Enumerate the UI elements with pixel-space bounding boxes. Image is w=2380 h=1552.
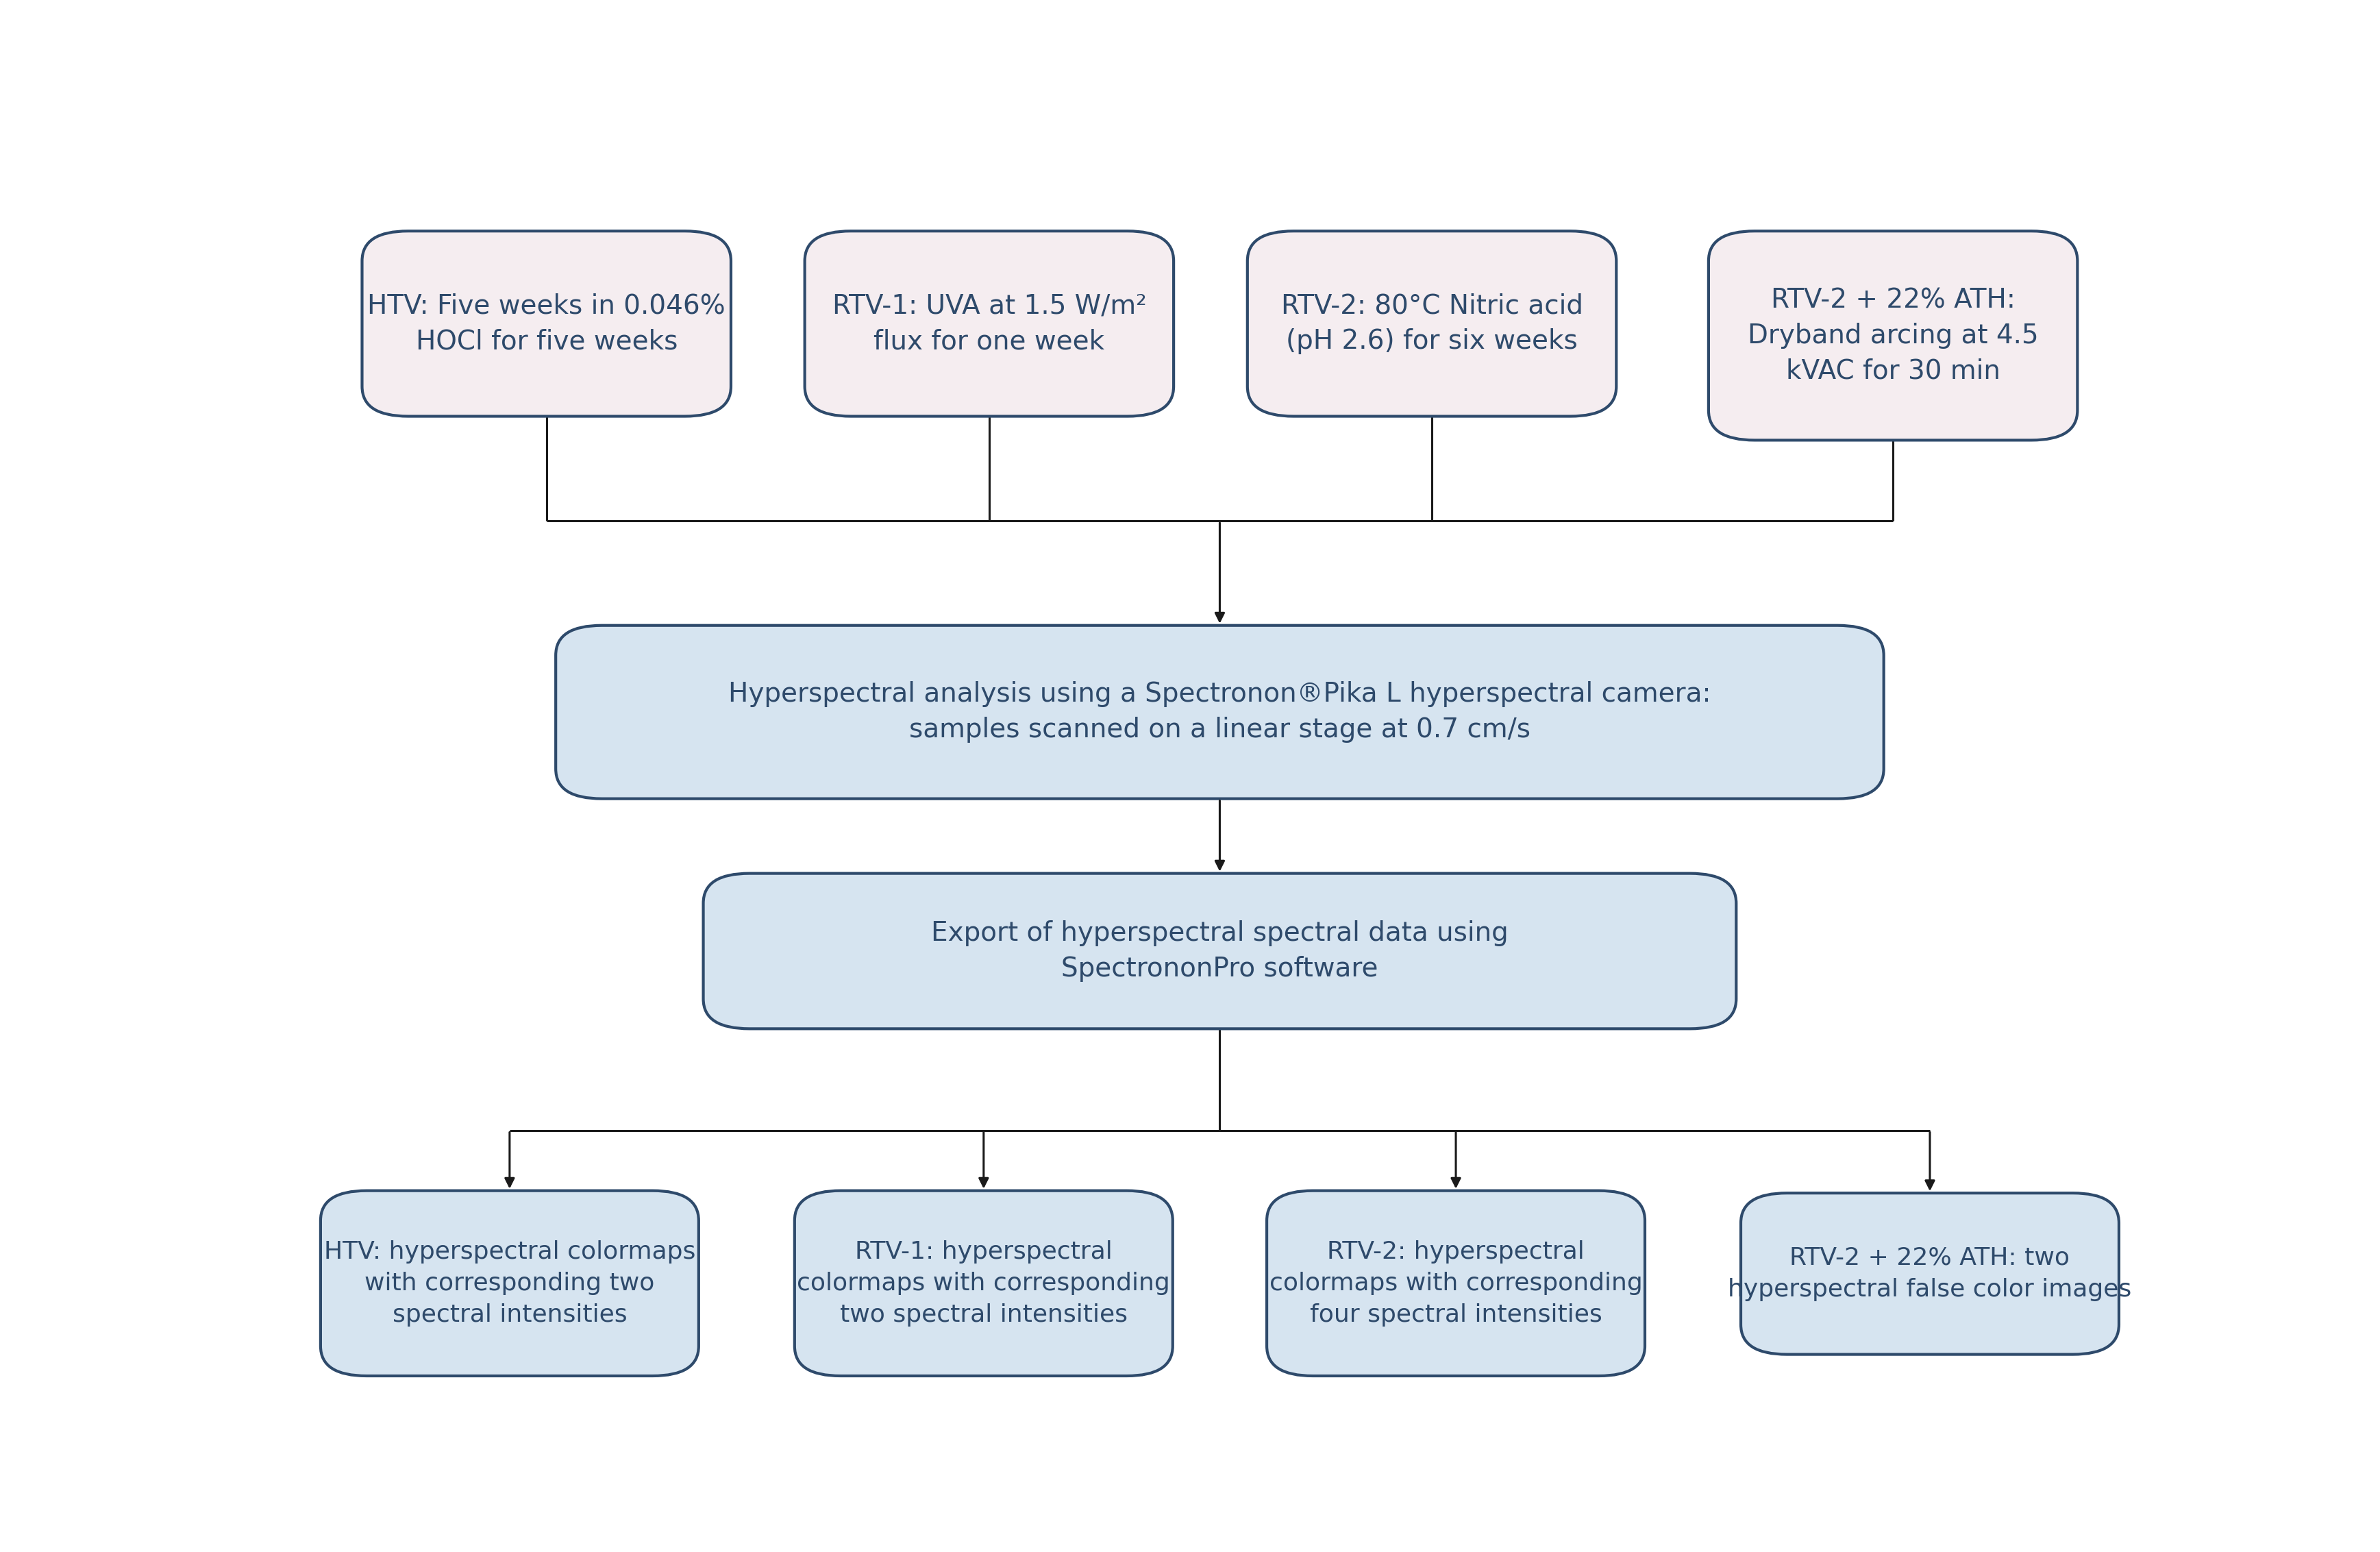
FancyBboxPatch shape [321, 1190, 700, 1377]
FancyBboxPatch shape [1740, 1193, 2118, 1355]
FancyBboxPatch shape [804, 231, 1173, 416]
Text: RTV-2: hyperspectral
colormaps with corresponding
four spectral intensities: RTV-2: hyperspectral colormaps with corr… [1269, 1240, 1642, 1327]
FancyBboxPatch shape [1266, 1190, 1645, 1377]
FancyBboxPatch shape [362, 231, 731, 416]
Text: HTV: Five weeks in 0.046%
HOCl for five weeks: HTV: Five weeks in 0.046% HOCl for five … [367, 293, 726, 354]
Text: RTV-2 + 22% ATH:
Dryband arcing at 4.5
kVAC for 30 min: RTV-2 + 22% ATH: Dryband arcing at 4.5 k… [1747, 287, 2037, 383]
Text: RTV-2: 80°C Nitric acid
(pH 2.6) for six weeks: RTV-2: 80°C Nitric acid (pH 2.6) for six… [1280, 293, 1583, 354]
FancyBboxPatch shape [557, 625, 1885, 799]
FancyBboxPatch shape [1247, 231, 1616, 416]
Text: RTV-1: UVA at 1.5 W/m²
flux for one week: RTV-1: UVA at 1.5 W/m² flux for one week [833, 293, 1147, 354]
FancyBboxPatch shape [704, 874, 1737, 1029]
Text: HTV: hyperspectral colormaps
with corresponding two
spectral intensities: HTV: hyperspectral colormaps with corres… [324, 1240, 695, 1327]
FancyBboxPatch shape [795, 1190, 1173, 1377]
Text: RTV-1: hyperspectral
colormaps with corresponding
two spectral intensities: RTV-1: hyperspectral colormaps with corr… [797, 1240, 1171, 1327]
FancyBboxPatch shape [1709, 231, 2078, 441]
Text: Hyperspectral analysis using a Spectronon®Pika L hyperspectral camera:
samples s: Hyperspectral analysis using a Spectrono… [728, 681, 1711, 743]
Text: Export of hyperspectral spectral data using
SpectrononPro software: Export of hyperspectral spectral data us… [931, 920, 1509, 982]
Text: RTV-2 + 22% ATH: two
hyperspectral false color images: RTV-2 + 22% ATH: two hyperspectral false… [1728, 1246, 2132, 1301]
